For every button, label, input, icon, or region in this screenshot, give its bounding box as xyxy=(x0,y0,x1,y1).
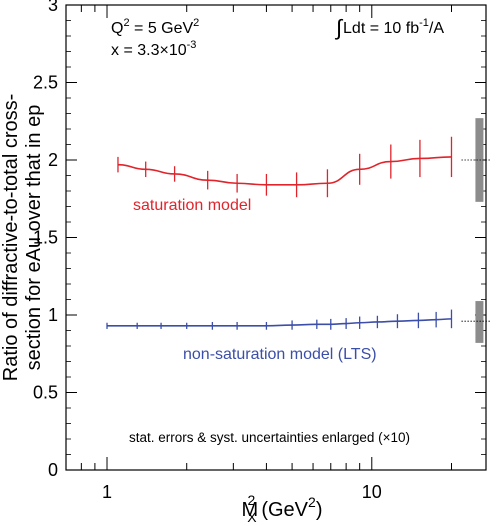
systematics-group xyxy=(461,118,492,343)
tick-labels: 0 0.5 1 1.5 2 2.5 3 1 10 xyxy=(33,0,382,502)
annotation-x: x = 3.3×10-3 xyxy=(111,39,196,59)
x-tick-label: 1 xyxy=(102,482,112,502)
series-label-non-saturation: non-saturation model (LTS) xyxy=(183,346,377,363)
y-tick-label: 0 xyxy=(48,460,58,480)
y-tick-label: 2 xyxy=(48,150,58,170)
y-axis-label-line2: section for eAu over that in ep xyxy=(23,105,45,371)
x-tick-label: 10 xyxy=(362,482,382,502)
series-label-saturation: saturation model xyxy=(133,197,251,214)
annotation-q2-prefix: Q xyxy=(111,20,123,37)
x-axis-label-units: (GeV xyxy=(261,499,308,521)
x-axis-label: MX2 (GeV2) xyxy=(242,492,323,525)
x-axis-label-units-sup: 2 xyxy=(308,494,316,510)
y-axis-label-line1: Ratio of diffractive-to-total cross- xyxy=(0,94,22,382)
annotation-footnote: stat. errors & syst. uncertainties enlar… xyxy=(129,430,410,445)
series-line-1 xyxy=(107,318,452,327)
annotation-lumi-integral: ∫ xyxy=(334,15,344,40)
x-axis-label-units-close: ) xyxy=(316,499,323,521)
annotation-lumi-rest: /A xyxy=(429,20,444,37)
annotation-q2-unit-sup: 2 xyxy=(193,17,199,29)
annotation-lumi-sup: -1 xyxy=(419,17,429,29)
annotation-x-prefix: x = 3.3×10 xyxy=(111,42,187,59)
series-line-0 xyxy=(117,156,452,186)
x-axis-label-sub: X xyxy=(247,509,257,525)
annotation-luminosity: ∫Ldt = 10 fb-1/A xyxy=(334,15,444,40)
systematic-band xyxy=(475,301,484,343)
annotation-lumi-main: Ldt = 10 fb xyxy=(343,20,419,37)
y-tick-label: 2.5 xyxy=(33,73,58,93)
axis-ticks xyxy=(65,4,486,471)
annotation-q2: Q2 = 5 GeV2 xyxy=(111,17,199,37)
y-tick-label: 1.5 xyxy=(33,228,58,248)
x-axis-label-main: M xyxy=(242,499,259,521)
x-axis-label-sup: 2 xyxy=(248,492,256,508)
annotation-q2-rest: = 5 GeV xyxy=(130,20,194,37)
y-tick-label: 1 xyxy=(48,305,58,325)
plot-frame xyxy=(65,4,487,471)
series-group xyxy=(106,136,453,330)
annotation-q2-sup: 2 xyxy=(123,17,129,29)
y-tick-label: 0.5 xyxy=(33,383,58,403)
y-tick-label: 3 xyxy=(48,0,58,15)
annotation-x-sup: -3 xyxy=(187,39,197,51)
